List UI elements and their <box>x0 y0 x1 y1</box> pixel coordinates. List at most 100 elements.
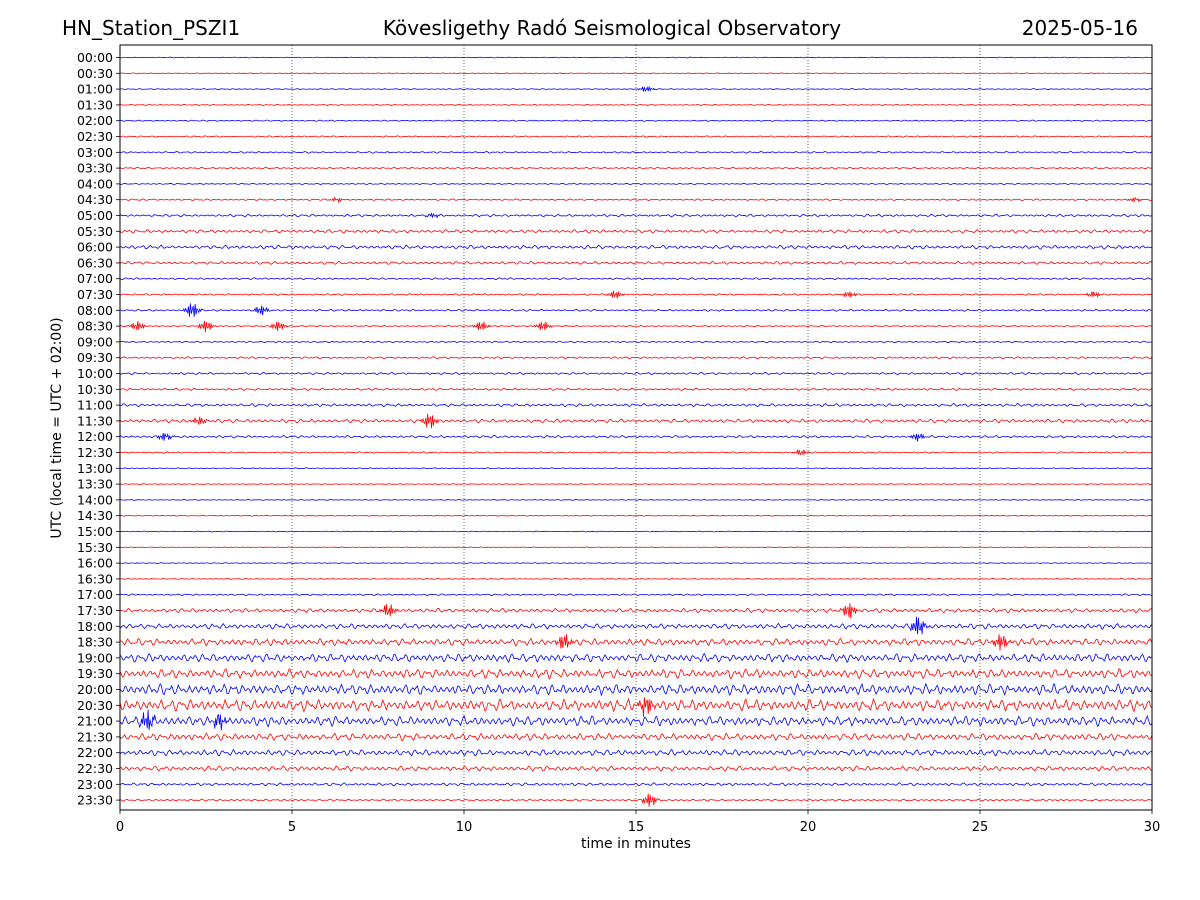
trace-0030 <box>119 72 1153 75</box>
y-tick-label: 10:00 <box>77 366 113 381</box>
y-tick-label: 06:00 <box>77 240 113 255</box>
trace-0430 <box>119 196 1153 204</box>
observatory-title: Kövesligethy Radó Seismological Observat… <box>382 16 842 40</box>
trace-1930 <box>119 668 1153 680</box>
trace-0230 <box>119 135 1153 138</box>
y-tick-label: 16:30 <box>77 571 113 586</box>
y-tick-label: 07:30 <box>77 287 113 302</box>
y-tick-label: 12:00 <box>77 429 113 444</box>
trace-1130 <box>119 413 1153 429</box>
station-name: HN_Station_PSZI1 <box>62 16 241 40</box>
trace-1200 <box>119 432 1153 442</box>
y-tick-label: 17:00 <box>77 587 113 602</box>
trace-1800 <box>119 616 1153 635</box>
trace-1630 <box>120 578 1153 580</box>
x-tick-label: 15 <box>628 820 645 835</box>
trace-1300 <box>119 467 1153 470</box>
trace-0900 <box>119 340 1153 344</box>
trace-0330 <box>119 166 1153 170</box>
y-tick-label: 22:00 <box>77 745 113 760</box>
y-tick-label: 04:00 <box>77 176 113 191</box>
y-tick-label: 19:30 <box>77 666 113 681</box>
trace-0200 <box>119 119 1153 122</box>
trace-group <box>119 56 1153 807</box>
y-tick-label: 06:30 <box>77 255 113 270</box>
trace-2230 <box>119 765 1153 772</box>
y-tick-label: 02:30 <box>77 129 113 144</box>
x-axis-label: time in minutes <box>581 836 691 852</box>
trace-1830 <box>119 634 1153 651</box>
y-tick-label: 08:00 <box>77 303 113 318</box>
trace-0630 <box>119 260 1153 265</box>
y-tick-label: 04:30 <box>77 192 113 207</box>
x-tick-label: 10 <box>456 820 473 835</box>
trace-0800 <box>120 303 1153 317</box>
trace-1900 <box>119 653 1153 664</box>
y-tick-label: 18:30 <box>77 635 113 650</box>
x-axis-ticks: 0 5 10 15 20 25 30 <box>116 810 1160 835</box>
trace-0300 <box>119 151 1153 154</box>
y-tick-label: 01:00 <box>77 82 113 97</box>
y-tick-label: 09:00 <box>77 334 113 349</box>
y-tick-label: 12:30 <box>77 445 113 460</box>
trace-0930 <box>119 356 1153 360</box>
y-tick-label: 01:30 <box>77 97 113 112</box>
y-axis-ticks: 00:0000:3001:0001:3002:0002:3003:0003:30… <box>77 50 120 808</box>
trace-1330 <box>119 483 1153 485</box>
y-tick-label: 11:00 <box>77 398 113 413</box>
trace-2300 <box>119 782 1153 787</box>
trace-1530 <box>119 546 1153 549</box>
y-tick-label: 15:00 <box>77 524 113 539</box>
y-tick-label: 05:00 <box>77 208 113 223</box>
trace-1100 <box>119 403 1153 408</box>
plot-frame <box>119 44 1153 811</box>
trace-1730 <box>119 603 1153 619</box>
y-tick-label: 11:30 <box>77 413 113 428</box>
y-axis-label: UTC (local time = UTC + 02:00) <box>49 317 65 539</box>
trace-0600 <box>119 244 1153 250</box>
trace-1430 <box>119 514 1153 517</box>
x-tick-label: 5 <box>288 820 296 835</box>
trace-0730 <box>119 290 1153 299</box>
y-tick-label: 00:00 <box>77 50 113 65</box>
trace-1030 <box>120 387 1153 391</box>
y-tick-label: 14:30 <box>77 508 113 523</box>
y-tick-label: 05:30 <box>77 224 113 239</box>
y-tick-label: 15:30 <box>77 540 113 555</box>
y-tick-label: 07:00 <box>77 271 113 286</box>
y-tick-label: 09:30 <box>77 350 113 365</box>
trace-1600 <box>119 562 1153 564</box>
trace-1400 <box>119 499 1153 501</box>
trace-0000 <box>119 56 1153 59</box>
x-tick-label: 0 <box>116 820 124 835</box>
trace-0400 <box>119 182 1153 185</box>
y-tick-label: 19:00 <box>77 650 113 665</box>
trace-0500 <box>119 212 1153 219</box>
y-tick-label: 08:30 <box>77 319 113 334</box>
y-tick-label: 22:30 <box>77 761 113 776</box>
y-tick-label: 20:00 <box>77 682 113 697</box>
y-tick-label: 03:00 <box>77 145 113 160</box>
y-tick-label: 17:30 <box>77 603 113 618</box>
y-tick-label: 21:30 <box>77 729 113 744</box>
trace-2100 <box>119 709 1153 731</box>
x-tick-label: 30 <box>1144 820 1161 835</box>
x-tick-label: 20 <box>800 820 817 835</box>
y-tick-label: 21:00 <box>77 714 113 729</box>
trace-0700 <box>119 277 1153 281</box>
y-tick-label: 03:30 <box>77 161 113 176</box>
y-tick-label: 23:30 <box>77 793 113 808</box>
chart-date: 2025-05-16 <box>1021 16 1138 40</box>
trace-1230 <box>119 449 1153 456</box>
y-tick-label: 00:30 <box>77 66 113 81</box>
trace-2000 <box>119 682 1153 697</box>
trace-2330 <box>119 793 1153 807</box>
trace-2030 <box>119 697 1153 717</box>
y-tick-label: 23:00 <box>77 777 113 792</box>
y-tick-label: 10:30 <box>77 382 113 397</box>
y-tick-label: 13:00 <box>77 461 113 476</box>
y-tick-label: 18:00 <box>77 619 113 634</box>
grid-lines <box>291 45 981 810</box>
trace-0130 <box>119 103 1153 106</box>
